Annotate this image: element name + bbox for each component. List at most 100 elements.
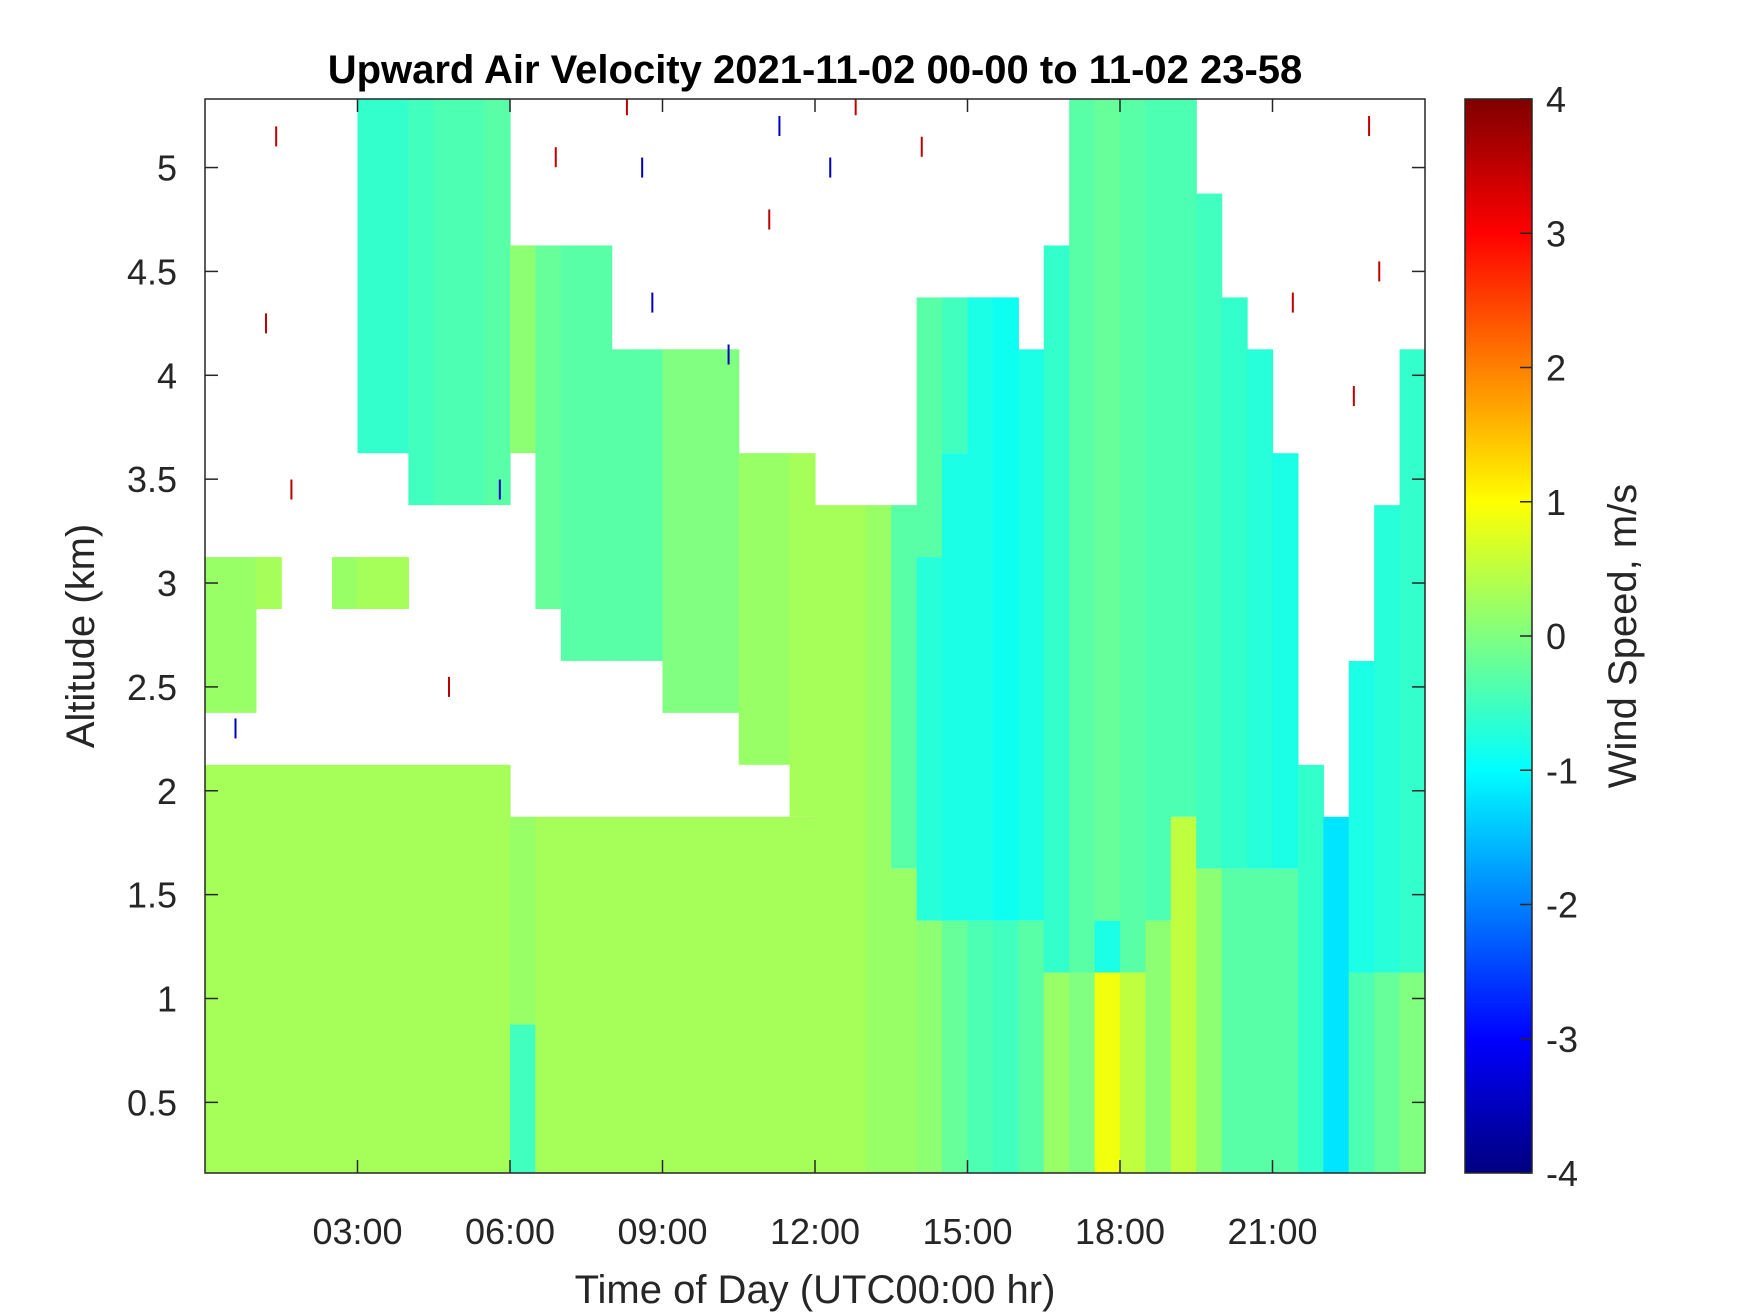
heatmap-cell: [382, 557, 409, 609]
outlier-mark: [234, 718, 237, 739]
colorbar-tick-label: -3: [1546, 1019, 1578, 1060]
heatmap-cell: [1297, 764, 1324, 1173]
heatmap-cell: [535, 245, 562, 609]
outlier-mark: [275, 126, 278, 147]
colorbar-tick-label: 0: [1546, 616, 1566, 657]
y-tick-label: 4: [157, 355, 177, 396]
heatmap-cell: [840, 505, 867, 1173]
heatmap-cell: [967, 297, 994, 921]
heatmap-cell: [815, 505, 842, 1173]
colorbar-ticks: 4 3 2 1 0 -1 -2 -3 -4: [1520, 79, 1578, 1194]
heatmap-cell: [916, 297, 943, 558]
heatmap-cell: [408, 764, 435, 1173]
heatmap-cell: [992, 920, 1019, 1173]
heatmap-cell: [255, 764, 282, 1173]
outlier-mark: [448, 676, 450, 697]
heatmap-cell: [687, 349, 714, 713]
heatmap-cell: [1247, 349, 1274, 869]
heatmap-cell: [357, 557, 384, 609]
heatmap-cell: [1120, 972, 1147, 1173]
heatmap-cell: [662, 816, 689, 1173]
colorbar-tick-label: 4: [1546, 79, 1566, 120]
heatmap-cell: [1043, 972, 1070, 1173]
outlier-mark: [1352, 386, 1355, 407]
heatmap-cell: [611, 349, 638, 661]
heatmap-cell: [205, 557, 232, 713]
heatmap-cell: [332, 557, 359, 609]
heatmap-cell: [586, 816, 613, 1173]
heatmap-cell: [637, 816, 664, 1173]
y-axis: 0.5 1 1.5 2 2.5 3 3.5 4 4.5 5: [127, 148, 1425, 1123]
heatmap-cell: [510, 245, 537, 454]
heatmap-cell: [1094, 920, 1121, 973]
heatmap-cell: [1399, 972, 1425, 1173]
outlier-mark: [854, 99, 857, 116]
heatmap-cell: [1069, 99, 1096, 973]
heatmap-cell: [1094, 99, 1121, 921]
x-axis-label: Time of Day (UTC00:00 hr): [575, 1268, 1056, 1312]
heatmap-cell: [916, 557, 943, 921]
heatmap-cell: [433, 764, 460, 1173]
heatmap-cell: [510, 1024, 537, 1173]
x-tick-label: 03:00: [312, 1211, 402, 1252]
heatmap-cell: [433, 99, 460, 506]
x-tick-label: 15:00: [922, 1211, 1012, 1252]
heatmap-cell: [992, 297, 1019, 921]
colorbar-tick-label: 2: [1546, 348, 1566, 389]
outlier-mark: [641, 157, 644, 178]
heatmap-cell: [1018, 349, 1045, 921]
heatmap-cell: [1247, 868, 1274, 1173]
heatmap-cell: [586, 245, 613, 661]
heatmap-cell: [1323, 816, 1350, 1173]
heatmap-cell: [1018, 920, 1045, 1173]
heatmap-cell: [764, 816, 791, 1173]
heatmap-cell: [1043, 245, 1070, 973]
heatmap-cell: [1196, 868, 1223, 1173]
colorbar-tick-label: -1: [1546, 750, 1578, 791]
heatmap-cell: [637, 349, 664, 661]
heatmap-cell: [713, 349, 740, 713]
heatmap-cell: [230, 557, 257, 713]
x-tick-label: 18:00: [1075, 1211, 1165, 1252]
heatmap-cell: [942, 920, 969, 1173]
x-tick-label: 12:00: [770, 1211, 860, 1252]
y-tick-label: 3.5: [127, 459, 177, 500]
x-tick-label: 09:00: [617, 1211, 707, 1252]
y-tick-label: 5: [157, 148, 177, 189]
heatmap-cell: [916, 920, 943, 1173]
heatmap-cell: [942, 453, 969, 921]
y-tick-label: 1.5: [127, 875, 177, 916]
heatmap-cells: [205, 99, 1425, 1173]
chart-title: Upward Air Velocity 2021-11-02 00-00 to …: [328, 48, 1303, 92]
outlier-mark: [498, 479, 501, 500]
outlier-mark: [1378, 261, 1381, 282]
outlier-mark: [1368, 116, 1371, 137]
heatmap-cell: [1272, 868, 1299, 1173]
outlier-mark: [829, 157, 832, 178]
x-tick-label: 06:00: [465, 1211, 555, 1252]
heatmap-cell: [382, 99, 409, 454]
heatmap-cell: [281, 764, 308, 1173]
outlier-mark: [554, 147, 557, 168]
outlier-mark: [651, 292, 654, 313]
heatmap-cell: [789, 816, 816, 1173]
heatmap-cell: [1094, 972, 1121, 1173]
heatmap-cell: [1120, 99, 1147, 973]
y-tick-label: 1: [157, 979, 177, 1020]
heatmap-cell: [1170, 816, 1197, 1173]
heatmap-cell: [1145, 920, 1172, 1173]
heatmap-cell: [560, 816, 587, 1173]
heatmap-cell: [789, 453, 816, 817]
outlier-mark: [727, 344, 730, 365]
heatmap-cell: [382, 764, 409, 1173]
heatmap-cell: [1221, 297, 1248, 869]
y-tick-label: 2: [157, 771, 177, 812]
heatmap-cell: [1348, 972, 1375, 1173]
outlier-mark: [778, 116, 781, 137]
outlier-mark: [1291, 292, 1294, 313]
heatmap-cell: [306, 764, 333, 1173]
heatmap-cell: [662, 349, 689, 713]
heatmap-cell: [357, 764, 384, 1173]
heatmap-cell: [484, 764, 511, 1173]
